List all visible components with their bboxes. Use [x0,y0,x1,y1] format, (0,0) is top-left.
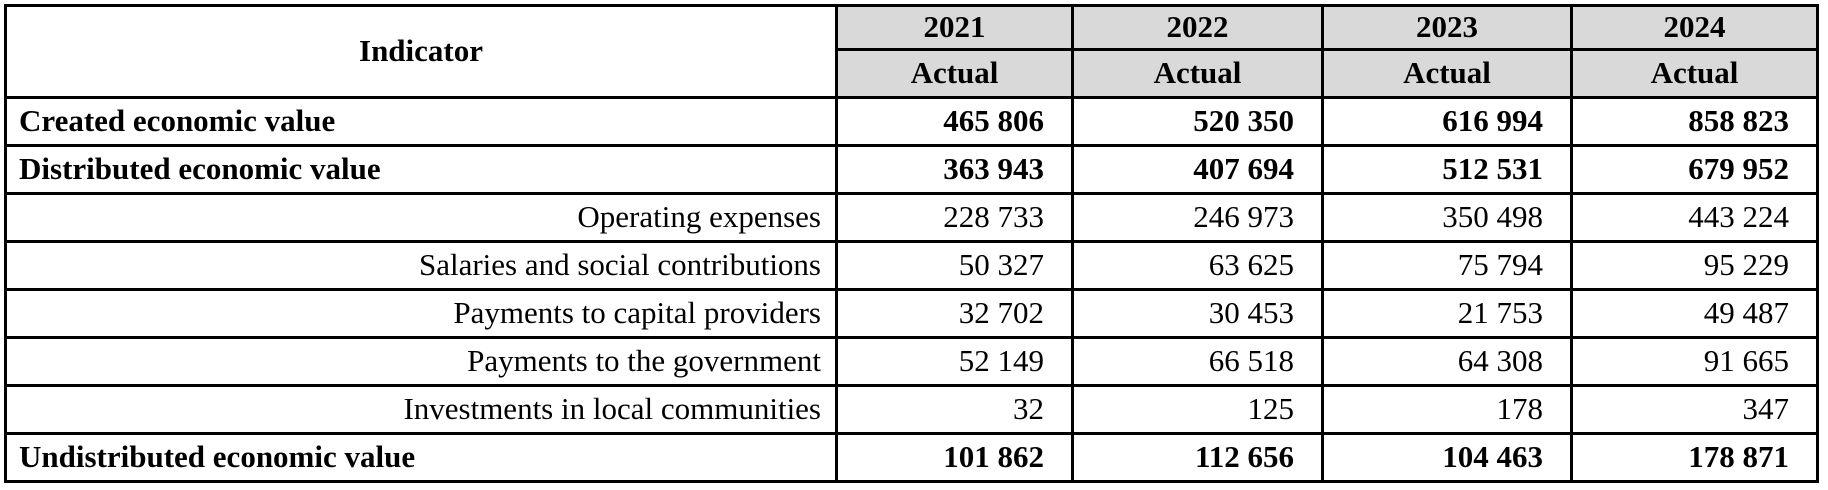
row-label: Payments to capital providers [4,288,838,339]
cell-value-2022: 30 453 [1071,288,1324,339]
cell-value-2023: 178 [1321,384,1573,435]
indicator-column-header: Indicator [4,4,838,99]
actual-header-row: Actual Actual Actual Actual [6,48,1819,99]
cell-value-2022: 112 656 [1071,432,1324,483]
cell-value-2021: 363 943 [835,144,1074,195]
cell-value-2022: 246 973 [1071,192,1324,243]
cell-value-2024: 347 [1570,384,1819,435]
cell-value-2023: 512 531 [1321,144,1573,195]
cell-value-2023: 616 994 [1321,96,1573,147]
economic-value-table: Indicator 2021 2022 2023 2024 Actual Act… [4,4,1819,483]
actual-subheader-2023: Actual [1321,48,1573,99]
year-header-2023: 2023 [1321,4,1573,51]
table-row-undistributed-economic-value: Undistributed economic value 101 862 112… [4,432,1819,483]
cell-value-2024: 443 224 [1570,192,1819,243]
cell-value-2021: 52 149 [835,336,1074,387]
row-label: Payments to the government [4,336,838,387]
table-row-payments-capital-providers: Payments to capital providers 32 702 30 … [4,288,1819,339]
row-label: Salaries and social contributions [4,240,838,291]
year-header-row: Indicator 2021 2022 2023 2024 [4,4,1819,99]
year-header-2024: 2024 [1570,4,1819,51]
table-row-distributed-economic-value: Distributed economic value 363 943 407 6… [4,144,1819,195]
cell-value-2024: 91 665 [1570,336,1819,387]
cell-value-2024: 95 229 [1570,240,1819,291]
table-header: Indicator 2021 2022 2023 2024 Actual Act… [4,4,1819,99]
cell-value-2021: 32 702 [835,288,1074,339]
table-row-created-economic-value: Created economic value 465 806 520 350 6… [4,96,1819,147]
table-row-investments-local-communities: Investments in local communities 32 125 … [4,384,1819,435]
table-row-operating-expenses: Operating expenses 228 733 246 973 350 4… [4,192,1819,243]
row-label: Investments in local communities [4,384,838,435]
cell-value-2022: 125 [1071,384,1324,435]
table-row-salaries-social-contributions: Salaries and social contributions 50 327… [4,240,1819,291]
actual-subheader-2022: Actual [1071,48,1324,99]
cell-value-2023: 350 498 [1321,192,1573,243]
cell-value-2023: 64 308 [1321,336,1573,387]
cell-value-2021: 50 327 [835,240,1074,291]
actual-subheader-2021: Actual [835,48,1074,99]
cell-value-2021: 465 806 [835,96,1074,147]
year-header-2021: 2021 [835,4,1074,51]
row-label: Operating expenses [4,192,838,243]
cell-value-2024: 679 952 [1570,144,1819,195]
table-row-payments-government: Payments to the government 52 149 66 518… [4,336,1819,387]
cell-value-2023: 21 753 [1321,288,1573,339]
cell-value-2024: 858 823 [1570,96,1819,147]
cell-value-2023: 75 794 [1321,240,1573,291]
year-header-2022: 2022 [1071,4,1324,51]
row-label: Undistributed economic value [4,432,838,483]
cell-value-2023: 104 463 [1321,432,1573,483]
actual-subheader-2024: Actual [1570,48,1819,99]
row-label: Distributed economic value [4,144,838,195]
table-body: Created economic value 465 806 520 350 6… [4,96,1819,483]
row-label: Created economic value [4,96,838,147]
cell-value-2021: 32 [835,384,1074,435]
cell-value-2024: 49 487 [1570,288,1819,339]
cell-value-2022: 407 694 [1071,144,1324,195]
cell-value-2021: 228 733 [835,192,1074,243]
cell-value-2022: 66 518 [1071,336,1324,387]
cell-value-2024: 178 871 [1570,432,1819,483]
cell-value-2022: 63 625 [1071,240,1324,291]
cell-value-2022: 520 350 [1071,96,1324,147]
cell-value-2021: 101 862 [835,432,1074,483]
